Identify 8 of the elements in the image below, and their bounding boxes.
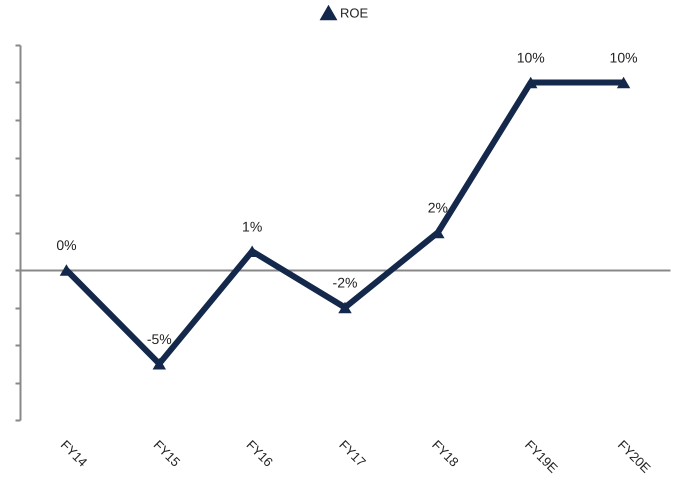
data-label: 0% <box>56 237 77 253</box>
legend-label: ROE <box>340 6 368 20</box>
data-label: 1% <box>242 218 262 234</box>
data-label: -5% <box>146 330 172 347</box>
data-label: 10% <box>610 50 638 66</box>
data-label: -2% <box>332 274 358 290</box>
data-label: 2% <box>428 200 448 216</box>
data-label: 10% <box>516 50 545 66</box>
